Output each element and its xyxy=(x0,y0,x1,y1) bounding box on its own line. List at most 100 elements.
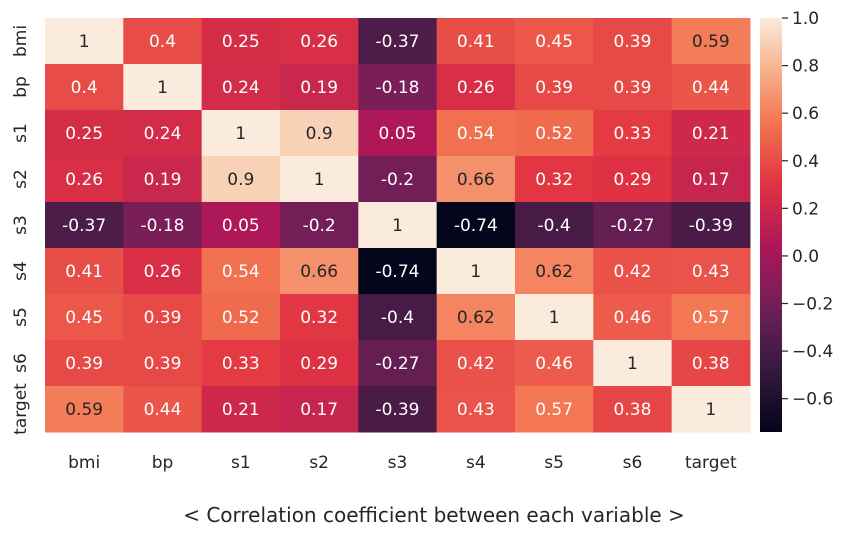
colorbar-tick-label: −0.4 xyxy=(792,342,833,362)
cell-annotation: -0.74 xyxy=(375,262,419,282)
cell-annotation: 0.41 xyxy=(65,262,103,282)
cell-annotation: 0.33 xyxy=(222,354,260,374)
cell-annotation: 0.45 xyxy=(535,32,573,52)
cell-bp-s1 xyxy=(201,64,281,111)
cell-s5-s1 xyxy=(201,294,281,341)
cell-annotation: 0.24 xyxy=(144,124,182,144)
cell-s4-s4 xyxy=(436,248,516,295)
cell-bmi-s2 xyxy=(279,18,359,65)
cell-s2-s4 xyxy=(436,156,516,203)
cell-target-target xyxy=(671,386,751,433)
cell-annotation: 0.46 xyxy=(614,308,652,328)
cell-s3-s5 xyxy=(514,202,594,249)
y-tick-labels: bmi bp s1 s2 s3 s4 s5 s6 target xyxy=(11,25,31,435)
cell-annotation: -0.18 xyxy=(140,216,184,236)
cell-s6-bp xyxy=(123,340,203,387)
cell-s3-bp xyxy=(123,202,203,249)
cell-annotation: 0.59 xyxy=(65,400,103,420)
cell-s1-s2 xyxy=(279,110,359,157)
cell-s2-target xyxy=(671,156,751,203)
y-tick-label: bp xyxy=(11,76,31,98)
cell-target-bmi xyxy=(45,386,124,433)
colorbar-tick-label: 1.0 xyxy=(792,9,819,29)
cell-s1-s6 xyxy=(593,110,673,157)
x-tick-label: s1 xyxy=(231,453,251,473)
cell-annotation: 0.39 xyxy=(144,354,182,374)
cell-s2-bmi xyxy=(45,156,124,203)
cell-target-s1 xyxy=(201,386,281,433)
cell-bp-s6 xyxy=(593,64,673,111)
cell-bp-bmi xyxy=(45,64,124,111)
cell-annotation: 0.57 xyxy=(692,308,730,328)
cell-annotation: 1 xyxy=(549,308,560,328)
cell-annotation: 0.59 xyxy=(692,32,730,52)
cell-s5-bp xyxy=(123,294,203,341)
cell-target-s4 xyxy=(436,386,516,433)
x-tick-label: bmi xyxy=(68,453,100,473)
cell-bp-target xyxy=(671,64,751,111)
x-tick-label: s4 xyxy=(466,453,486,473)
cell-bmi-s3 xyxy=(358,18,438,65)
cell-target-s5 xyxy=(514,386,594,433)
cell-annotation: 0.21 xyxy=(222,400,260,420)
cell-s5-s4 xyxy=(436,294,516,341)
cell-annotation: 0.19 xyxy=(144,170,182,190)
cell-bmi-s4 xyxy=(436,18,516,65)
cell-s1-s4 xyxy=(436,110,516,157)
cell-s3-s2 xyxy=(279,202,359,249)
y-tick-label: target xyxy=(11,383,31,435)
cell-s2-s1 xyxy=(201,156,281,203)
cell-s2-s2 xyxy=(279,156,359,203)
cell-annotation: 1 xyxy=(470,262,481,282)
cell-annotation: 0.39 xyxy=(144,308,182,328)
cell-annotation: 0.52 xyxy=(222,308,260,328)
cell-annotation: 0.39 xyxy=(614,32,652,52)
cell-annotation: 0.24 xyxy=(222,78,260,98)
cell-s6-bmi xyxy=(45,340,124,387)
cell-annotation: 0.9 xyxy=(227,170,254,190)
cell-annotation: 0.46 xyxy=(535,354,573,374)
cell-annotation: -0.2 xyxy=(381,170,414,190)
cell-annotation: 0.39 xyxy=(614,78,652,98)
x-tick-label: s2 xyxy=(309,453,329,473)
cell-s1-s3 xyxy=(358,110,438,157)
cell-s4-s2 xyxy=(279,248,359,295)
cell-annotation: -0.27 xyxy=(375,354,419,374)
cell-annotation: 0.43 xyxy=(457,400,495,420)
cell-annotation: 0.54 xyxy=(457,124,495,144)
cell-annotation: 0.19 xyxy=(300,78,338,98)
cell-s2-s6 xyxy=(593,156,673,203)
cell-s6-s5 xyxy=(514,340,594,387)
cell-s6-s1 xyxy=(201,340,281,387)
cell-annotation: 0.9 xyxy=(306,124,333,144)
cell-s5-s2 xyxy=(279,294,359,341)
cell-s6-s6 xyxy=(593,340,673,387)
cell-annotation: 1 xyxy=(314,170,325,190)
cell-s3-s1 xyxy=(201,202,281,249)
cell-annotation: -0.37 xyxy=(375,32,419,52)
cell-target-s3 xyxy=(358,386,438,433)
cell-annotation: 0.26 xyxy=(300,32,338,52)
cell-annotation: 0.39 xyxy=(535,78,573,98)
cell-annotation: 0.05 xyxy=(222,216,260,236)
cell-annotation: 0.05 xyxy=(379,124,417,144)
cell-target-s2 xyxy=(279,386,359,433)
figure-caption: < Correlation coefficient between each v… xyxy=(183,503,685,527)
colorbar-tick-label: 0.6 xyxy=(792,104,819,124)
cell-annotation: 0.66 xyxy=(300,262,338,282)
cell-annotation: 1 xyxy=(392,216,403,236)
cell-s4-s5 xyxy=(514,248,594,295)
cell-annotation: 0.17 xyxy=(300,400,338,420)
cell-annotation: 1 xyxy=(235,124,246,144)
cell-s6-s3 xyxy=(358,340,438,387)
cell-bp-s3 xyxy=(358,64,438,111)
cell-annotation: 0.32 xyxy=(535,170,573,190)
x-tick-label: s3 xyxy=(388,453,408,473)
cell-s5-s5 xyxy=(514,294,594,341)
cell-bmi-s6 xyxy=(593,18,673,65)
cell-bmi-bmi xyxy=(45,18,124,65)
cell-bp-s4 xyxy=(436,64,516,111)
x-tick-label: s6 xyxy=(623,453,643,473)
cell-s3-s6 xyxy=(593,202,673,249)
cell-annotation: 0.33 xyxy=(614,124,652,144)
